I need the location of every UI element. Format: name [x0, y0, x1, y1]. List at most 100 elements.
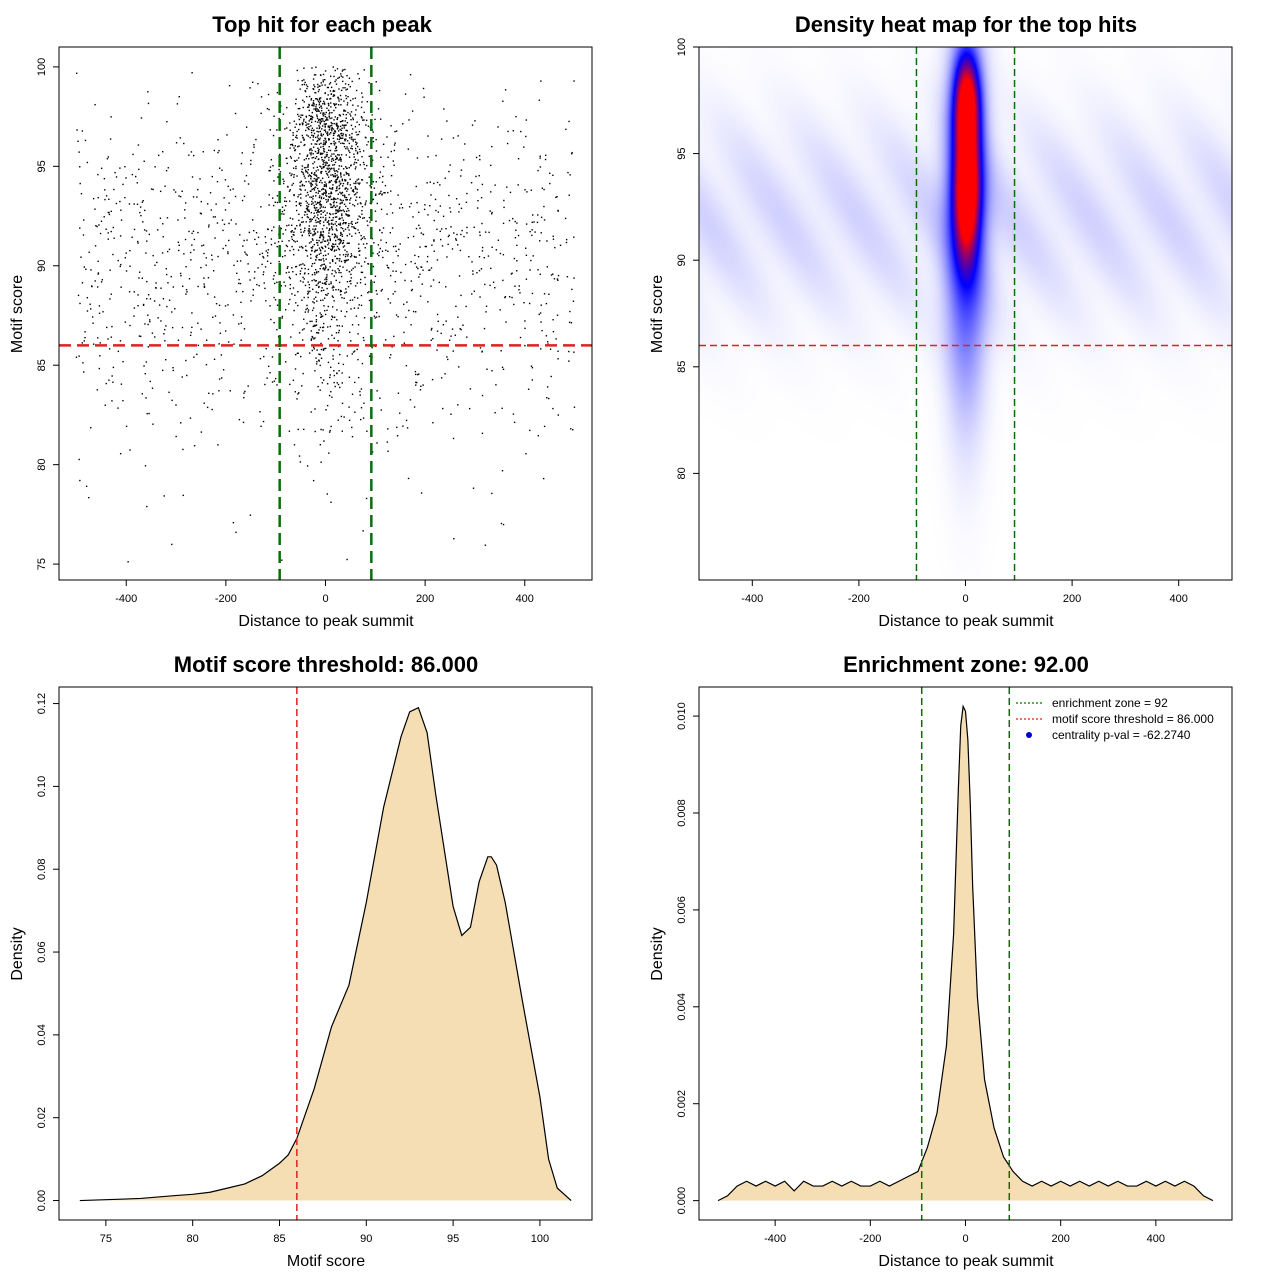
scatter-point	[356, 262, 358, 264]
scatter-point	[307, 205, 309, 208]
scatter-point	[440, 377, 443, 379]
scatter-point	[328, 229, 330, 232]
scatter-point	[418, 211, 420, 214]
scatter-point	[301, 114, 304, 116]
scatter-point	[265, 250, 267, 252]
scatter-point	[260, 425, 262, 428]
scatter-point	[333, 167, 335, 170]
scatter-point	[524, 189, 526, 191]
scatter-point	[339, 114, 341, 116]
scatter-point	[136, 182, 139, 184]
scatter-point	[392, 261, 394, 264]
panel2-ylabel: Motif score	[649, 275, 666, 353]
scatter-point	[324, 245, 326, 247]
scatter-point	[340, 154, 343, 156]
scatter-point	[554, 246, 556, 249]
scatter-point	[468, 256, 470, 258]
scatter-point	[342, 113, 345, 116]
scatter-point	[356, 297, 359, 299]
scatter-point	[138, 335, 141, 337]
scatter-point	[488, 231, 490, 234]
scatter-point	[318, 119, 320, 121]
scatter-point	[189, 417, 192, 419]
scatter-point	[308, 104, 310, 107]
scatter-point	[478, 155, 481, 157]
scatter-point	[543, 425, 546, 428]
scatter-point	[545, 302, 548, 305]
scatter-point	[329, 266, 331, 268]
scatter-point	[501, 407, 503, 410]
scatter-point	[349, 280, 352, 282]
scatter-point	[339, 94, 342, 97]
scatter-point	[340, 142, 342, 145]
scatter-point	[282, 182, 285, 185]
scatter-point	[333, 94, 335, 96]
scatter-point	[506, 142, 509, 145]
scatter-point	[323, 129, 326, 132]
scatter-point	[351, 353, 353, 355]
x-tick-label: 100	[531, 1233, 549, 1245]
scatter-point	[359, 216, 361, 218]
scatter-point	[491, 246, 493, 249]
scatter-point	[325, 258, 327, 260]
scatter-point	[420, 492, 423, 494]
scatter-point	[359, 164, 362, 166]
scatter-point	[376, 311, 378, 314]
scatter-point	[358, 77, 360, 80]
scatter-point	[179, 195, 182, 198]
scatter-point	[98, 367, 101, 370]
scatter-point	[348, 242, 350, 244]
scatter-point	[447, 358, 449, 361]
scatter-point	[271, 356, 274, 358]
scatter-point	[516, 270, 518, 272]
scatter-point	[327, 253, 330, 255]
scatter-point	[110, 116, 112, 118]
scatter-point	[304, 169, 307, 172]
scatter-point	[507, 130, 509, 133]
scatter-point	[339, 210, 341, 212]
scatter-point	[371, 451, 374, 453]
scatter-point	[364, 283, 367, 286]
scatter-point	[311, 320, 313, 323]
scatter-point	[305, 249, 307, 251]
scatter-point	[505, 321, 507, 323]
scatter-point	[328, 133, 331, 135]
scatter-point	[207, 293, 209, 295]
scatter-point	[165, 325, 167, 327]
scatter-point	[479, 234, 481, 237]
scatter-point	[145, 397, 147, 399]
scatter-point	[336, 177, 339, 179]
scatter-point	[343, 109, 345, 111]
scatter-point	[334, 385, 336, 388]
scatter-point	[136, 203, 139, 206]
scatter-point	[347, 226, 349, 229]
scatter-point	[254, 271, 256, 273]
scatter-point	[533, 221, 535, 223]
scatter-point	[147, 91, 149, 93]
scatter-point	[336, 157, 338, 160]
scatter-point	[146, 280, 148, 283]
scatter-point	[350, 269, 353, 271]
scatter-point	[383, 192, 385, 194]
scatter-point	[390, 150, 393, 153]
scatter-point	[303, 214, 306, 216]
scatter-point	[353, 156, 355, 158]
scatter-point	[336, 174, 338, 176]
scatter-point	[323, 309, 326, 312]
x-tick-label: -200	[215, 593, 237, 605]
scatter-point	[532, 214, 534, 216]
scatter-point	[313, 180, 315, 182]
scatter-point	[313, 262, 316, 264]
scatter-point	[326, 116, 328, 119]
scatter-point	[253, 229, 255, 232]
scatter-point	[453, 537, 455, 540]
scatter-point	[325, 201, 328, 203]
scatter-point	[309, 290, 311, 293]
scatter-point	[171, 543, 173, 546]
scatter-point	[273, 322, 275, 324]
scatter-point	[94, 280, 96, 282]
scatter-point	[430, 267, 433, 269]
scatter-point	[327, 240, 329, 242]
scatter-point	[546, 386, 549, 388]
scatter-point	[328, 283, 330, 285]
